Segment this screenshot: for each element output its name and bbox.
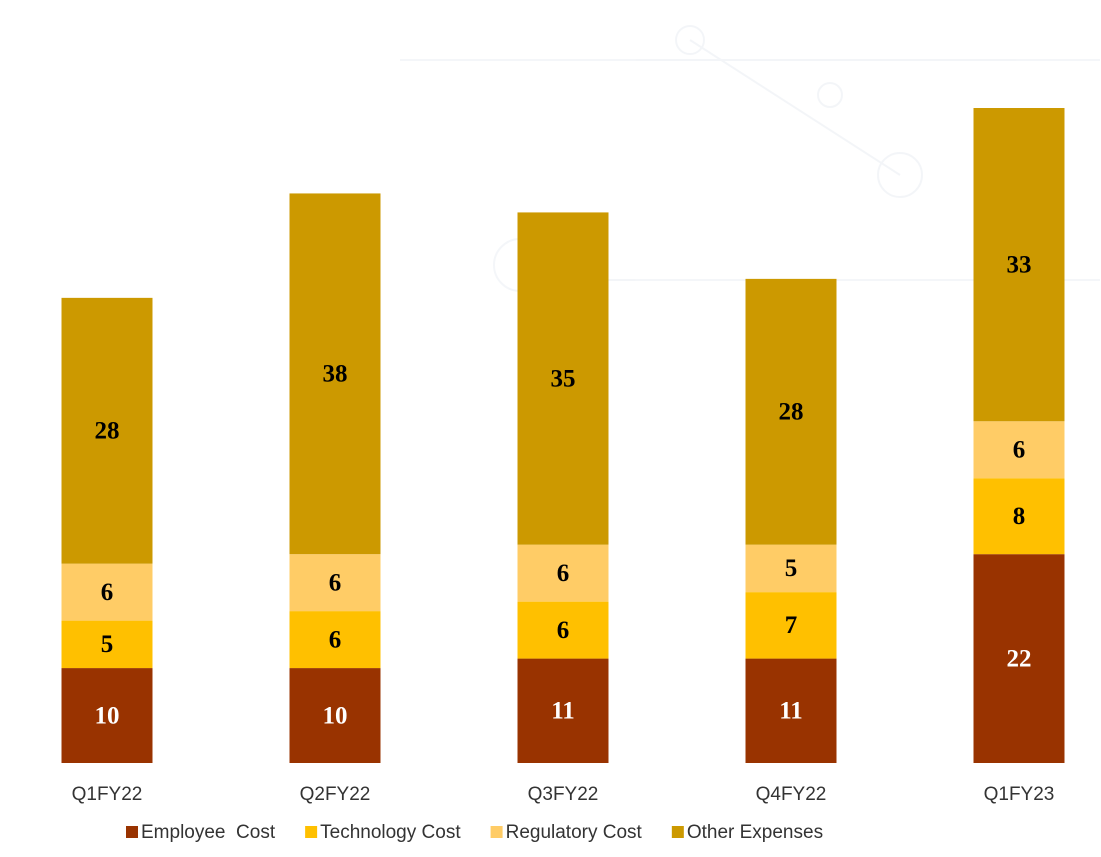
value-label: 33 — [1007, 251, 1032, 278]
legend-swatch — [126, 826, 138, 838]
bar-segment — [289, 611, 381, 669]
value-label: 8 — [1013, 503, 1026, 530]
bar-segment — [973, 554, 1065, 763]
value-label: 22 — [1007, 645, 1032, 672]
bar-segment — [973, 478, 1065, 555]
value-label: 6 — [1013, 436, 1026, 463]
bar-segment — [517, 544, 609, 602]
bar-segment — [61, 297, 153, 564]
bar-segment — [61, 620, 153, 669]
bar-segment — [745, 658, 837, 763]
legend-label: Employee Cost — [141, 822, 276, 843]
legend-swatch — [490, 826, 503, 838]
value-label: 6 — [101, 579, 114, 606]
x-tick-label: Q1FY23 — [984, 784, 1055, 805]
value-label: 35 — [551, 365, 576, 392]
bar-segment — [745, 278, 837, 545]
value-label: 6 — [557, 560, 570, 587]
x-tick-label: Q4FY22 — [756, 784, 827, 805]
legend-label: Other Expenses — [687, 822, 823, 843]
legend-swatch — [305, 826, 318, 838]
value-label: 7 — [785, 612, 798, 639]
bar-segment — [973, 421, 1065, 479]
bar-segment — [745, 544, 837, 593]
x-tick-label: Q3FY22 — [528, 784, 599, 805]
bar-segment — [289, 668, 381, 763]
value-label: 11 — [551, 698, 575, 725]
value-label: 28 — [779, 399, 804, 426]
bar-segment — [517, 601, 609, 659]
legend-swatch — [671, 826, 684, 838]
legend-label: Technology Cost — [320, 822, 461, 843]
legend-label: Regulatory Cost — [506, 822, 643, 843]
bar-segment — [973, 108, 1065, 422]
x-tick-label: Q1FY22 — [72, 784, 143, 805]
bar-segment — [517, 658, 609, 763]
bar-segment — [745, 592, 837, 659]
bar-segment — [289, 193, 381, 555]
bar-segment — [289, 554, 381, 612]
value-label: 28 — [95, 417, 120, 444]
bar-segment — [61, 668, 153, 763]
x-tick-label: Q2FY22 — [300, 784, 371, 805]
value-label: 5 — [785, 555, 798, 582]
value-label: 38 — [323, 361, 348, 388]
value-label: 6 — [329, 626, 342, 653]
value-label: 6 — [329, 569, 342, 596]
bar-segment — [517, 212, 609, 545]
value-label: 10 — [95, 702, 120, 729]
value-label: 5 — [101, 631, 114, 658]
value-label: 6 — [557, 617, 570, 644]
value-label: 11 — [779, 698, 803, 725]
bar-segment — [61, 563, 153, 621]
value-label: 10 — [323, 702, 348, 729]
